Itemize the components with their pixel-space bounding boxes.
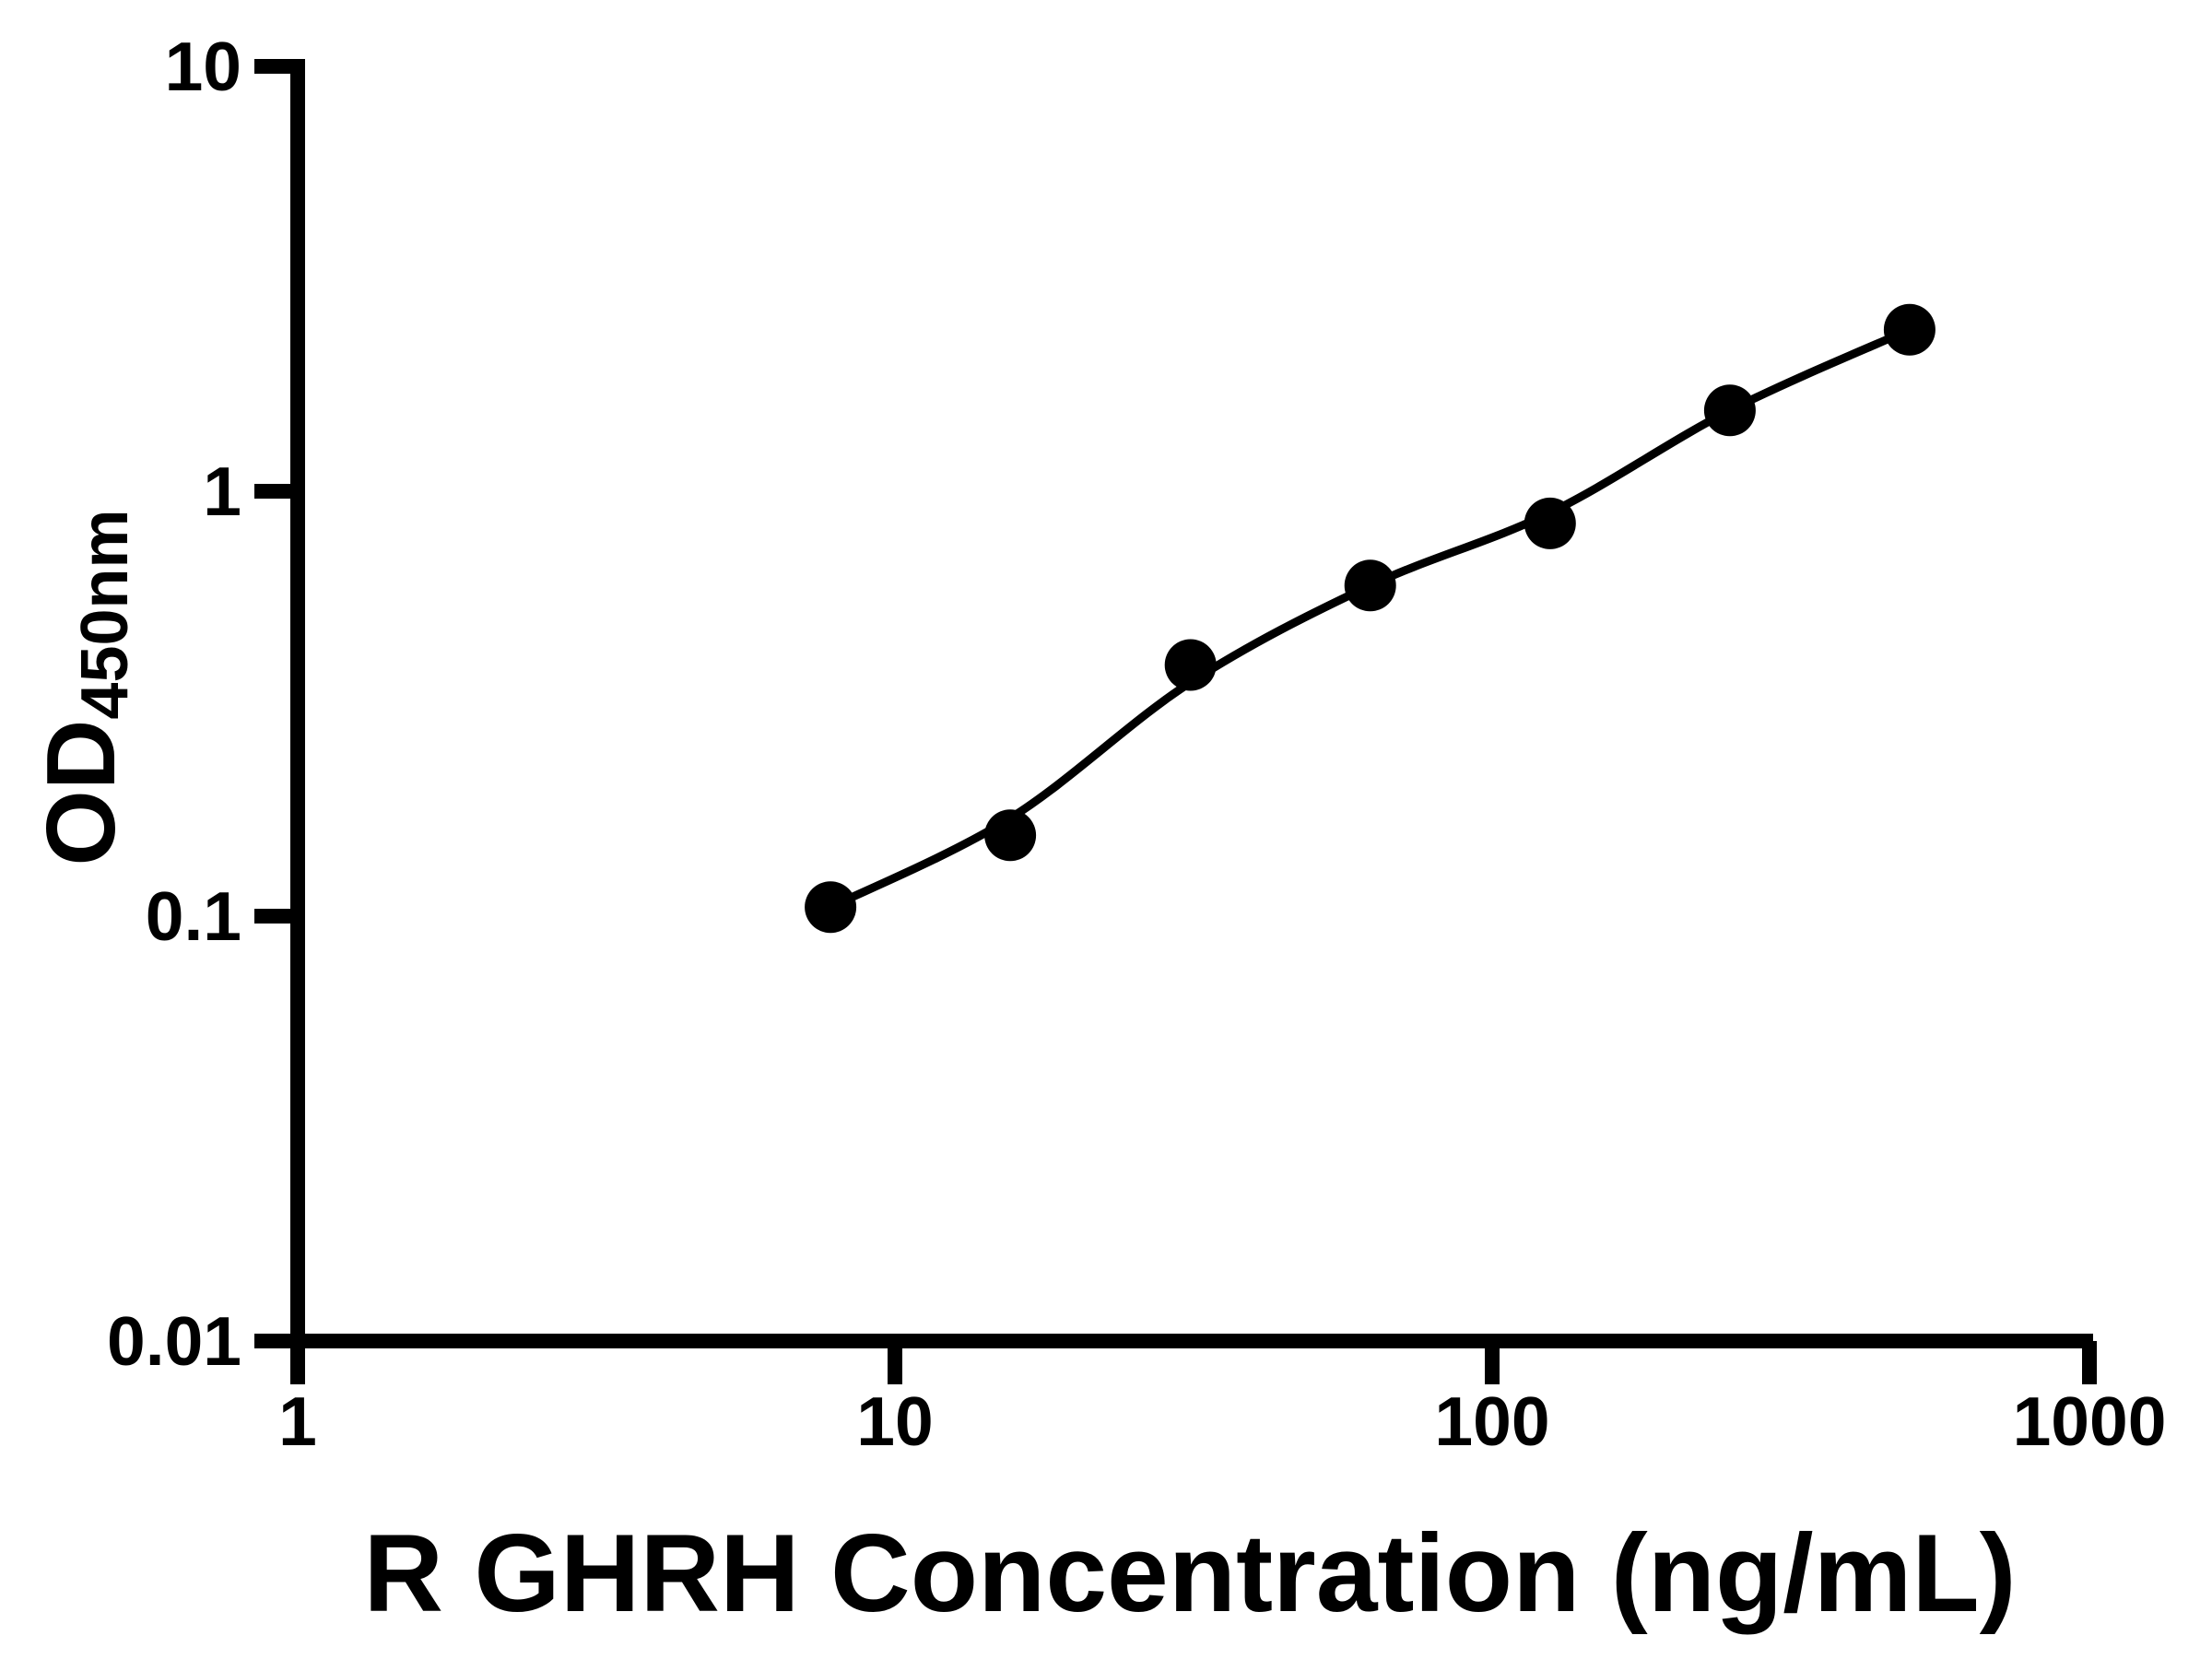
x-axis-tick-labels: 1 10 100 1000	[278, 1382, 2166, 1460]
data-point	[1883, 303, 1936, 356]
y-axis-tick-labels: 0.01 0.1 1 10	[107, 28, 241, 1380]
data-point	[1524, 497, 1576, 549]
y-tick-label: 0.01	[107, 1302, 241, 1380]
x-tick-label: 1	[278, 1382, 317, 1460]
data-point	[1344, 559, 1396, 612]
x-tick-label: 10	[856, 1382, 933, 1460]
data-points	[805, 303, 1936, 934]
data-point	[805, 881, 857, 934]
y-tick-label: 1	[203, 453, 241, 530]
x-axis-title: R GHRH Concentration (ng/mL)	[363, 1512, 2016, 1635]
data-point	[1703, 384, 1756, 437]
data-point	[984, 809, 1037, 862]
y-tick-label: 0.1	[146, 877, 241, 955]
y-axis-title: OD450nm	[27, 509, 142, 865]
x-tick-label: 100	[1434, 1382, 1549, 1460]
y-axis-ticks	[254, 59, 298, 1348]
data-point	[1164, 639, 1217, 691]
x-tick-label: 1000	[2013, 1382, 2167, 1460]
y-axis-title-main: OD	[27, 719, 135, 866]
y-axis-title-subscript: 450nm	[68, 509, 142, 720]
y-tick-label: 10	[165, 28, 241, 105]
